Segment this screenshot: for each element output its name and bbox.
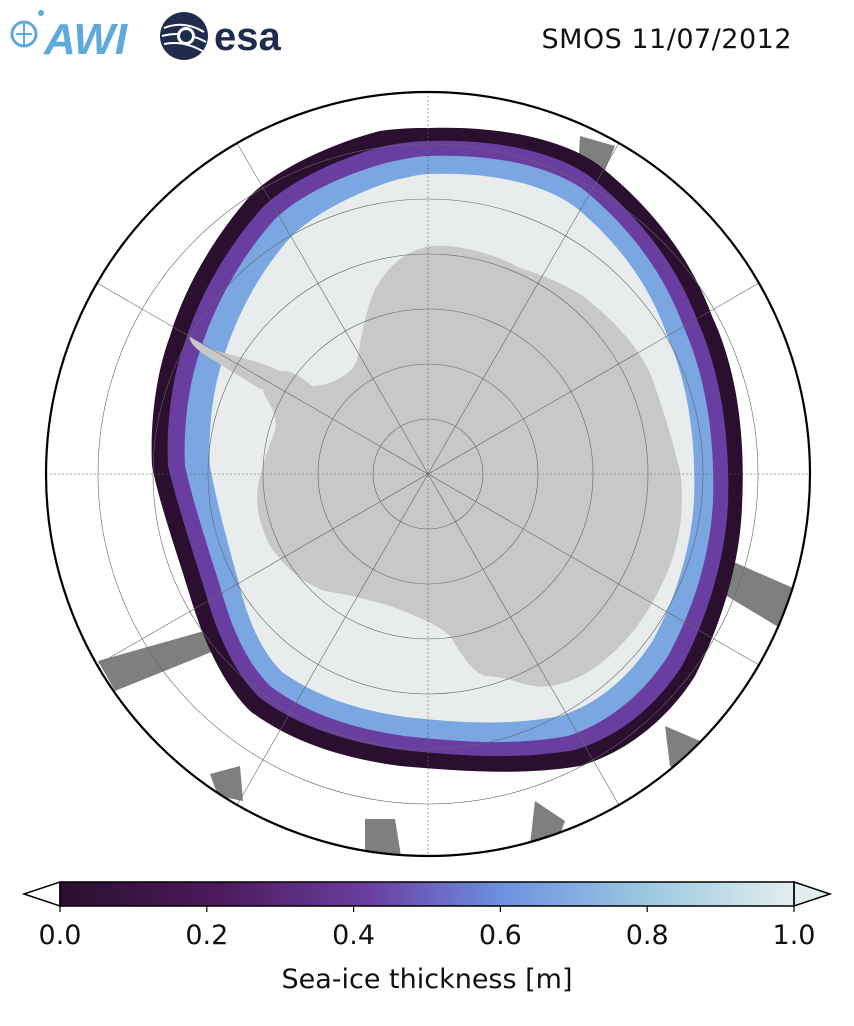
awi-logo: AWI [10,10,128,64]
colorbar-extend-min [21,880,61,908]
colorbar-tick-labels: 0.0 0.2 0.4 0.6 0.8 1.0 [0,920,854,960]
colorbar-tick-label: 0.0 [38,920,82,951]
polar-map [44,90,812,858]
awi-logo-text: AWI [43,15,128,64]
colorbar-tick-label: 0.6 [478,920,522,951]
colorbar-gradient [60,882,794,906]
colorbar-tick-label: 0.8 [625,920,669,951]
esa-globe-icon [160,12,208,60]
colorbar-label: Sea-ice thickness [m] [281,964,573,995]
colorbar-tick-label: 0.2 [185,920,229,951]
colorbar-tick-label: 0.4 [332,920,376,951]
colorbar-extend-max [793,880,833,908]
graticule [46,92,810,856]
header: AWI esa SMOS 11/07/2012 [0,0,854,80]
esa-logo-text: esa [214,15,281,59]
colorbar-tick-label: 1.0 [772,920,816,951]
colorbar [21,880,833,912]
colorbar-ticks [59,906,795,912]
map-title: SMOS 11/07/2012 [541,24,792,55]
antarctica-land [257,245,682,687]
esa-logo: esa [160,12,281,60]
map-boundary [44,90,812,858]
